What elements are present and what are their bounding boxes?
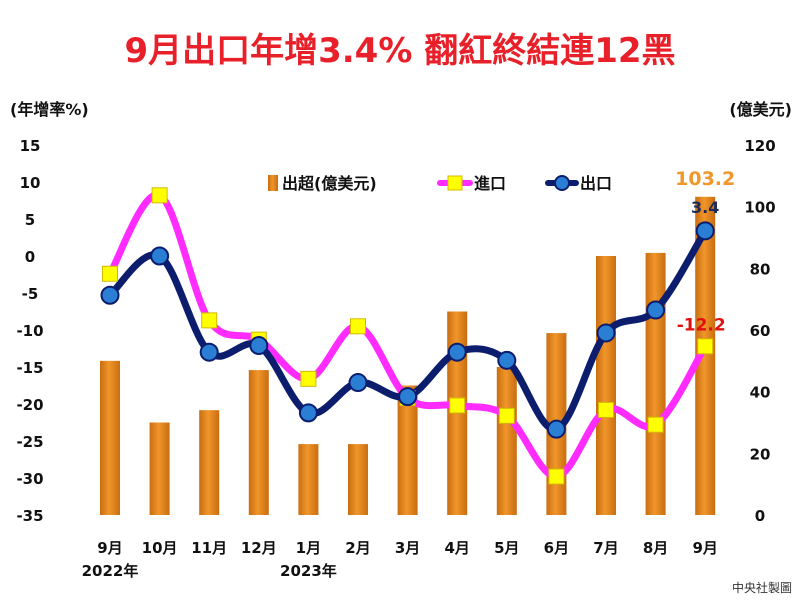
chart-title: 9月出口年增3.4% 翻紅終結連12黑 [124,31,675,71]
import-marker [498,407,515,424]
surplus-bar [496,367,517,515]
series-markers [100,187,715,485]
x-tick-label: 2月 [345,539,370,557]
left-tick-label: 10 [20,174,41,192]
credit-label: 中央社製圖 [732,580,792,595]
surplus-bar [596,256,616,515]
left-tick-label: -20 [16,396,43,414]
surplus-bar [100,360,120,515]
left-tick-label: 0 [25,248,35,266]
right-tick-label: 80 [750,260,771,278]
right-axis-ticks: 120 100 80 60 40 20 0 [744,137,775,525]
export-marker [546,419,566,439]
left-tick-label: -25 [16,433,43,451]
x-tick-label: 7月 [593,539,618,557]
surplus-bar [149,422,170,515]
right-tick-label: 20 [750,445,771,463]
surplus-bar [695,196,716,516]
right-tick-label: 60 [750,322,771,340]
data-label: 3.4 [691,198,719,217]
import-marker [102,265,118,282]
left-tick-label: -15 [16,359,43,377]
export-marker [447,342,467,362]
left-tick-label: 15 [20,137,41,155]
left-tick-label: -35 [16,507,43,525]
import-marker [449,397,466,414]
surplus-bar [248,370,269,515]
x-tick-label: 5月 [494,539,519,557]
legend-import-marker [447,175,463,191]
x-tick-label: 9月 [97,539,122,557]
year-label: 2023年 [280,562,337,580]
x-tick-label: 8月 [643,539,668,557]
x-tick-label: 4月 [444,539,469,557]
import-marker [201,312,218,329]
left-tick-label: -30 [16,470,43,488]
right-tick-label: 120 [744,137,775,155]
legend-bar-swatch [268,175,278,191]
export-marker [596,323,616,343]
import-marker [151,187,168,204]
x-tick-label: 1月 [296,539,321,557]
surplus-bar [645,252,666,515]
export-marker [249,336,269,356]
legend-label: 出超(億美元) [282,174,377,193]
import-marker [300,370,317,387]
left-axis-ticks: 15 10 5 0 -5 -10 -15 -20 -25 -30 -35 [16,137,43,525]
left-axis-unit-label: (年增率%) [10,100,89,119]
legend: 出超(億美元) 進口 出口 [268,174,612,193]
data-label: -12.2 [677,315,726,335]
export-marker [497,350,517,370]
x-tick-label: 10月 [142,539,178,557]
right-tick-label: 40 [750,384,771,402]
left-tick-label: -10 [16,322,43,340]
legend-label: 出口 [580,174,612,193]
right-tick-label: 0 [755,507,765,525]
x-tick-label: 9月 [692,539,717,557]
data-labels: 103.2 3.4 -12.2 [675,168,735,335]
year-label: 2022年 [82,562,139,580]
right-tick-label: 100 [744,199,775,217]
x-tick-label: 11月 [191,539,227,557]
import-marker [548,468,565,485]
export-marker [348,373,368,393]
surplus-bar [348,444,368,515]
x-tick-label: 12月 [241,539,277,557]
x-tick-label: 6月 [544,539,569,557]
import-marker [598,401,614,418]
surplus-bars [100,196,716,516]
import-marker [350,318,366,335]
x-axis-ticks: 9月 10月 11月 12月 1月 2月 3月 4月 5月 6月 7月 8月 9月 2022年 2023年 [82,539,718,580]
left-tick-label: -5 [22,285,39,303]
export-marker [646,300,666,320]
export-marker [100,285,120,305]
surplus-bar [199,410,220,515]
surplus-bar [397,385,418,515]
export-marker [695,221,715,241]
surplus-bar [298,444,319,515]
legend-export-marker [554,175,570,191]
export-marker [150,246,170,266]
export-marker [398,387,418,407]
left-tick-label: 5 [25,211,35,229]
x-tick-label: 3月 [395,539,420,557]
import-marker [647,416,664,433]
right-axis-unit-label: (億美元) [729,100,792,119]
legend-label: 進口 [474,174,506,193]
export-marker [199,342,219,362]
data-label: 103.2 [675,168,735,190]
export-marker [298,403,318,423]
import-marker [697,338,714,355]
